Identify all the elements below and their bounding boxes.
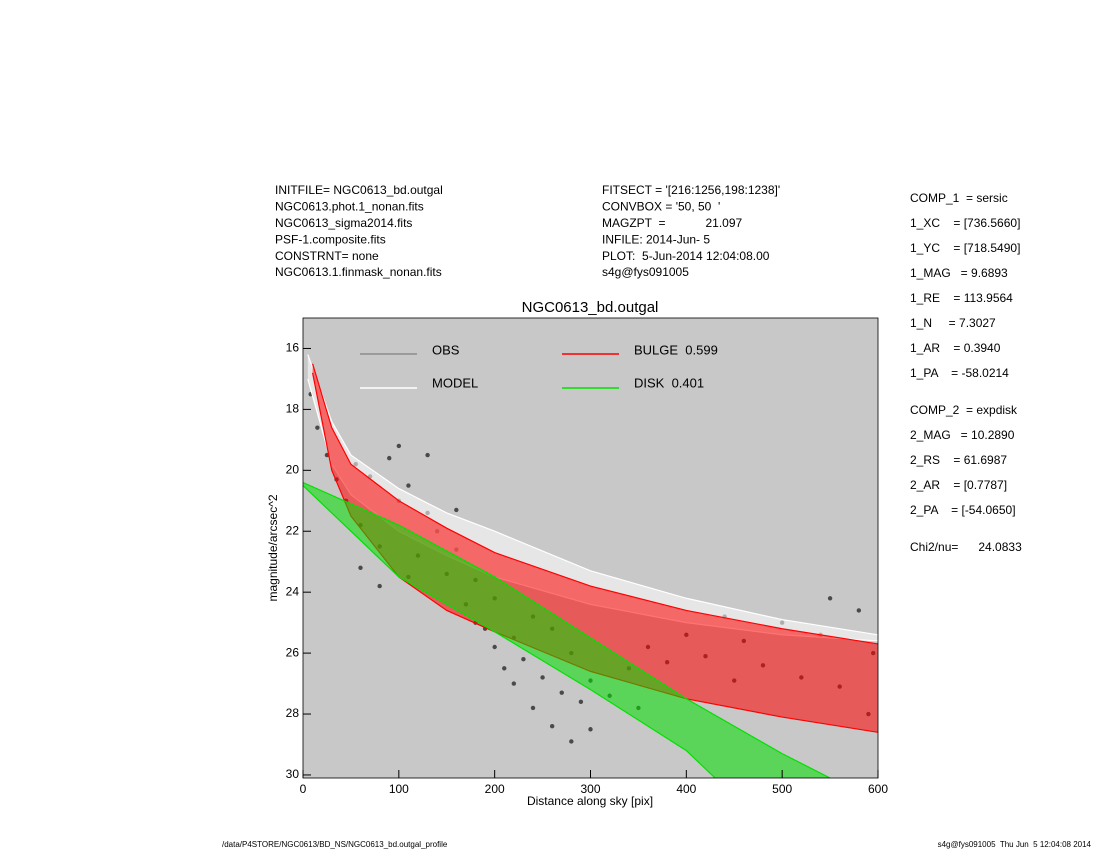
param-text: 1_AR = 0.3940	[910, 341, 1001, 355]
obs-point	[502, 666, 507, 671]
obs-point	[569, 739, 574, 744]
obs-point	[315, 425, 320, 430]
legend-label: OBS	[432, 342, 460, 357]
param-text: COMP_1 = sersic	[910, 191, 1008, 205]
plot-marks	[303, 354, 878, 778]
x-tick-label: 300	[580, 782, 600, 796]
header-text: INFILE: 2014-Jun- 5	[602, 232, 710, 246]
y-tick-label: 28	[286, 706, 300, 720]
band-edge	[307, 354, 878, 636]
param-text: Chi2/nu= 24.0833	[910, 540, 1022, 554]
obs-point	[530, 705, 536, 711]
band-fill	[303, 482, 831, 778]
obs-point	[549, 724, 555, 729]
obs-point	[856, 608, 862, 613]
obs-point	[827, 596, 833, 601]
y-tick-label: 16	[286, 341, 300, 355]
param-text: 1_PA = -58.0214	[910, 366, 1009, 380]
param-text: 2_AR = [0.7787]	[910, 478, 1007, 492]
header-text: INITFILE= NGC0613_bd.outgal	[275, 183, 443, 197]
param-text: 2_PA = [-54.0650]	[910, 503, 1016, 517]
band-edge	[312, 363, 878, 645]
header-text: MAGZPT = 21.097	[602, 216, 742, 230]
header-text: PLOT: 5-Jun-2014 12:04:08.00	[602, 249, 770, 263]
param-text: COMP_2 = expdisk	[910, 403, 1018, 417]
obs-point	[492, 644, 497, 650]
obs-point	[578, 699, 584, 705]
header-text: CONVBOX = '50, 50 '	[602, 200, 720, 214]
param-text: 1_RE = 113.9564	[910, 291, 1013, 305]
y-tick-label: 30	[286, 767, 300, 781]
x-tick-label: 600	[868, 782, 888, 796]
obs-point	[396, 443, 402, 449]
obs-point	[521, 656, 526, 662]
chart-title: NGC0613_bd.outgal	[522, 299, 659, 316]
header-text: CONSTRNT= none	[275, 249, 379, 263]
x-tick-label: 0	[300, 782, 307, 796]
obs-point	[358, 565, 363, 571]
obs-point	[540, 675, 545, 680]
header-text: NGC0613.phot.1_nonan.fits	[275, 200, 424, 214]
param-text: 1_YC = [718.5490]	[910, 241, 1020, 255]
header-text: s4g@fys091005	[602, 265, 689, 279]
footer-left: /data/P4STORE/NGC0613/BD_NS/NGC0613_bd.o…	[222, 840, 448, 849]
param-text: 2_MAG = 10.2890	[910, 428, 1015, 442]
x-axis-label: Distance along sky [pix]	[527, 794, 653, 808]
x-tick-label: 100	[389, 782, 409, 796]
x-tick-label: 400	[676, 782, 696, 796]
obs-point	[454, 507, 459, 513]
y-tick-label: 22	[286, 523, 300, 537]
param-text: 1_XC = [736.5660]	[910, 216, 1020, 230]
legend-label: DISK 0.401	[634, 375, 704, 390]
obs-point	[425, 452, 430, 458]
obs-point	[377, 583, 382, 589]
band-fill	[307, 354, 878, 641]
param-text: 1_N = 7.3027	[910, 316, 996, 330]
y-tick-label: 18	[286, 402, 300, 416]
header-text: FITSECT = '[216:1256,198:1238]'	[602, 183, 780, 197]
obs-point	[511, 681, 517, 686]
band-edge	[303, 485, 716, 778]
y-tick-label: 24	[286, 584, 300, 598]
legend-label: BULGE 0.599	[634, 342, 718, 357]
y-tick-label: 20	[286, 462, 300, 476]
band-edge	[303, 481, 831, 778]
param-text: 1_MAG = 9.6893	[910, 266, 1008, 280]
obs-point	[406, 483, 411, 488]
header-text: PSF-1.composite.fits	[275, 232, 386, 246]
x-tick-label: 200	[485, 782, 505, 796]
band-fill	[312, 363, 878, 733]
legend-label: MODEL	[432, 375, 478, 390]
footer-right: s4g@fys091005 Thu Jun 5 12:04:08 2014	[938, 840, 1092, 849]
band-edge	[311, 372, 878, 733]
header-text: NGC0613_sigma2014.fits	[275, 216, 412, 230]
param-text: 2_RS = 61.6987	[910, 453, 1007, 467]
y-tick-label: 26	[286, 645, 300, 659]
obs-point	[559, 690, 564, 695]
plot-frame	[302, 317, 879, 779]
header-text: NGC0613.1.finmask_nonan.fits	[275, 265, 442, 279]
x-tick-label: 500	[772, 782, 792, 796]
y-axis-label: magnitude/arcsec^2	[266, 494, 280, 601]
obs-point	[387, 455, 392, 461]
obs-point	[588, 727, 593, 732]
